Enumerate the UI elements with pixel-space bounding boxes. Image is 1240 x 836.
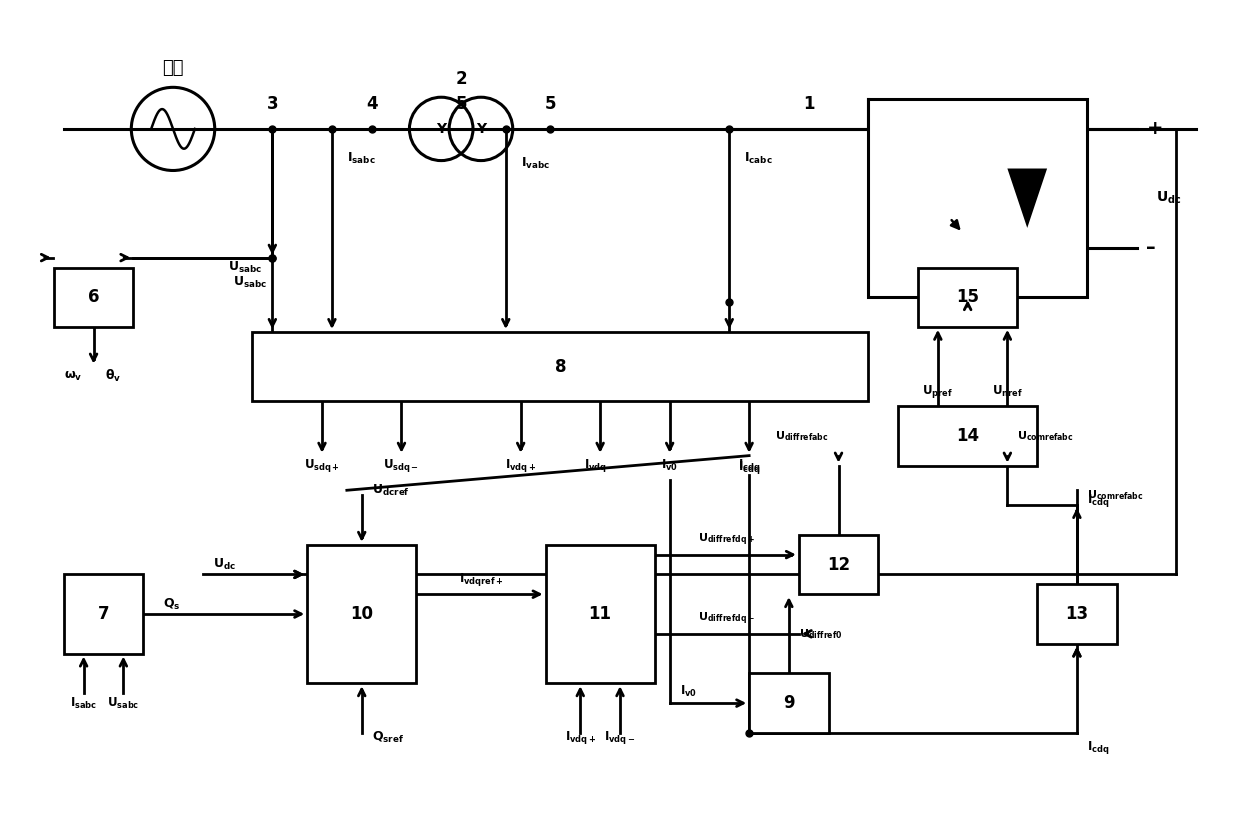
Text: Y: Y — [476, 122, 486, 136]
Text: 13: 13 — [1065, 605, 1089, 623]
Text: $\mathbf{I_{cdq}}$: $\mathbf{I_{cdq}}$ — [738, 459, 760, 476]
Text: $\mathbf{I_{vdqref+}}$: $\mathbf{I_{vdqref+}}$ — [459, 571, 503, 588]
Text: $\mathbf{I_{vdq+}}$: $\mathbf{I_{vdq+}}$ — [564, 729, 596, 747]
Text: 9: 9 — [782, 694, 795, 712]
Bar — [1037, 584, 1117, 644]
Text: $\mathbf{I_{sabc}}$: $\mathbf{I_{sabc}}$ — [69, 696, 97, 711]
Text: $\mathbf{Q_{sref}}$: $\mathbf{Q_{sref}}$ — [372, 730, 404, 746]
Text: $\mathbf{U_{pref}}$: $\mathbf{U_{pref}}$ — [923, 383, 954, 400]
Text: $\mathbf{U_{diffref0}}$: $\mathbf{U_{diffref0}}$ — [799, 627, 842, 640]
Text: $\mathbf{I_{sabc}}$: $\mathbf{I_{sabc}}$ — [347, 151, 376, 166]
Polygon shape — [1007, 169, 1047, 228]
Text: 3: 3 — [267, 95, 278, 113]
Bar — [308, 545, 417, 683]
Text: 14: 14 — [956, 427, 980, 445]
Text: $\mathbf{I_{cdq}}$: $\mathbf{I_{cdq}}$ — [738, 457, 760, 474]
Text: Y: Y — [436, 122, 446, 136]
Text: 2: 2 — [455, 70, 467, 89]
Text: $\mathbf{I_{vdq-}}$: $\mathbf{I_{vdq-}}$ — [604, 729, 636, 747]
Text: $\mathbf{I_{v0}}$: $\mathbf{I_{v0}}$ — [661, 458, 678, 473]
Text: $\mathbf{U_{diffrefdq-}}$: $\mathbf{U_{diffrefdq-}}$ — [698, 611, 755, 627]
Text: 15: 15 — [956, 288, 980, 306]
Text: 12: 12 — [827, 556, 851, 573]
Text: +: + — [1147, 120, 1163, 139]
Text: $\mathbf{U_{sdq+}}$: $\mathbf{U_{sdq+}}$ — [304, 457, 340, 474]
Text: $\mathbf{U_{dc}}$: $\mathbf{U_{dc}}$ — [1157, 190, 1182, 206]
Text: $\mathbf{I_{vdq-}}$: $\mathbf{I_{vdq-}}$ — [584, 457, 616, 474]
Text: 电网: 电网 — [162, 59, 184, 77]
Text: $\mathbf{U_{diffrefdq+}}$: $\mathbf{U_{diffrefdq+}}$ — [698, 532, 755, 548]
Text: $\mathbf{U_{comrefabc}}$: $\mathbf{U_{comrefabc}}$ — [1017, 429, 1074, 443]
Bar — [918, 268, 1017, 327]
Text: $\mathbf{U_{diffrefabc}}$: $\mathbf{U_{diffrefabc}}$ — [775, 429, 828, 443]
Bar — [63, 574, 144, 654]
Text: $\mathbf{I_{vabc}}$: $\mathbf{I_{vabc}}$ — [521, 156, 549, 171]
Text: $\mathbf{Q_s}$: $\mathbf{Q_s}$ — [164, 597, 181, 612]
Text: $\mathbf{U_{nref}}$: $\mathbf{U_{nref}}$ — [992, 384, 1023, 399]
Text: $\mathbf{\theta_v}$: $\mathbf{\theta_v}$ — [105, 369, 122, 385]
Text: $\mathbf{U_{comrefabc}}$: $\mathbf{U_{comrefabc}}$ — [1086, 488, 1143, 502]
Text: $\mathbf{I_{v0}}$: $\mathbf{I_{v0}}$ — [680, 684, 697, 699]
Text: 7: 7 — [98, 605, 109, 623]
Text: 8: 8 — [554, 358, 567, 375]
Bar — [898, 406, 1037, 466]
Bar — [799, 535, 878, 594]
Text: –: – — [1147, 238, 1156, 257]
Text: 4: 4 — [366, 95, 377, 113]
Text: 6: 6 — [88, 288, 99, 306]
Bar — [868, 99, 1086, 298]
Text: 11: 11 — [589, 605, 611, 623]
Text: $\mathbf{I_{cdq}}$: $\mathbf{I_{cdq}}$ — [1086, 492, 1110, 508]
Text: 5: 5 — [544, 95, 557, 113]
Text: $\mathbf{I_{cabc}}$: $\mathbf{I_{cabc}}$ — [744, 151, 773, 166]
Bar — [253, 332, 868, 401]
Text: $\mathbf{\omega_v}$: $\mathbf{\omega_v}$ — [64, 370, 83, 383]
Text: $\mathbf{U_{dc}}$: $\mathbf{U_{dc}}$ — [213, 557, 236, 572]
Text: $\mathbf{I_{cdq}}$: $\mathbf{I_{cdq}}$ — [1086, 739, 1110, 757]
Text: 10: 10 — [350, 605, 373, 623]
Text: $\mathbf{U_{sabc}}$: $\mathbf{U_{sabc}}$ — [233, 275, 268, 290]
Text: 1: 1 — [804, 95, 815, 113]
Text: $\mathbf{I_{vdq+}}$: $\mathbf{I_{vdq+}}$ — [505, 457, 536, 474]
Text: $\mathbf{U_{sdq-}}$: $\mathbf{U_{sdq-}}$ — [383, 457, 419, 474]
Bar — [749, 674, 828, 733]
Text: 5: 5 — [455, 95, 466, 113]
Text: $\mathbf{U_{dcref}}$: $\mathbf{U_{dcref}}$ — [372, 482, 409, 497]
Bar — [53, 268, 133, 327]
Text: $\mathbf{U_{sabc}}$: $\mathbf{U_{sabc}}$ — [107, 696, 140, 711]
Bar — [546, 545, 655, 683]
Text: $\mathbf{U_{sabc}}$: $\mathbf{U_{sabc}}$ — [228, 260, 263, 275]
